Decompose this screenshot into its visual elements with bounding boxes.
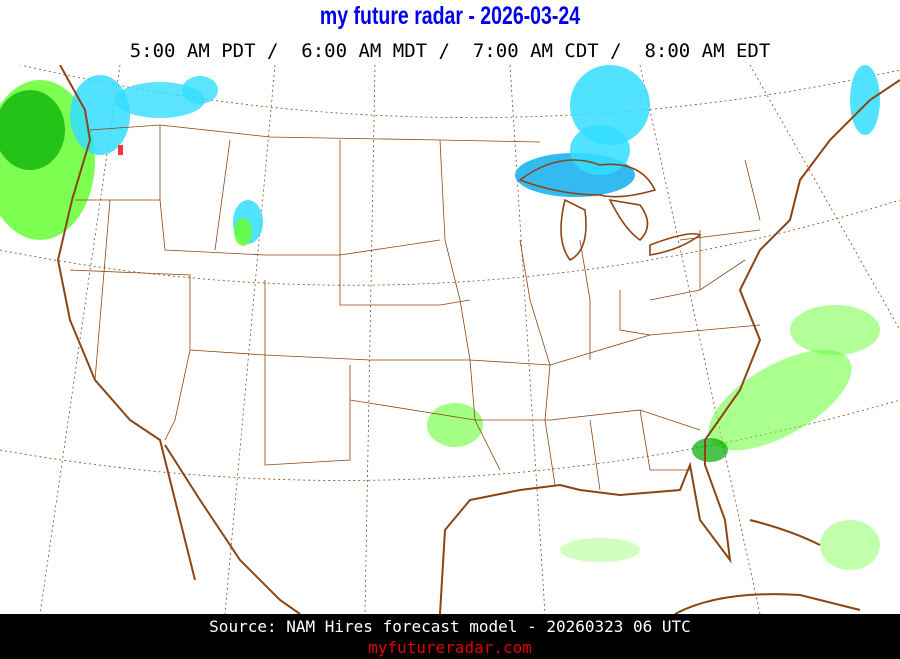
radar-map xyxy=(0,65,900,614)
coastlines xyxy=(56,65,900,614)
valid-times: 5:00 AM PDT / 6:00 AM MDT / 7:00 AM CDT … xyxy=(129,40,771,62)
site-link[interactable]: myfutureradar.com xyxy=(368,638,532,657)
source-text: Source: NAM Hires forecast model - 20260… xyxy=(209,617,691,636)
state-boundaries xyxy=(69,124,761,491)
radar-echoes xyxy=(0,65,880,570)
page-title: my future radar - 2026-03-24 xyxy=(319,2,581,30)
graticule xyxy=(0,65,900,614)
footer: Source: NAM Hires forecast model - 20260… xyxy=(0,614,900,659)
